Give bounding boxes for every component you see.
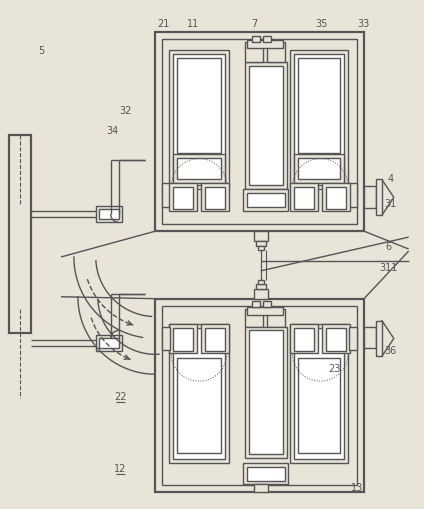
Bar: [294, 328, 314, 352]
Bar: [205, 328, 225, 352]
Bar: [349, 327, 357, 351]
Bar: [177, 359, 221, 453]
Bar: [254, 289, 268, 299]
Bar: [96, 207, 122, 223]
Bar: [249, 331, 282, 454]
Bar: [252, 301, 259, 307]
Bar: [243, 190, 288, 212]
Text: 4: 4: [388, 173, 394, 183]
Bar: [169, 51, 229, 190]
Bar: [99, 339, 119, 349]
Bar: [256, 284, 266, 289]
Text: 36: 36: [385, 346, 397, 356]
Bar: [294, 188, 314, 210]
Bar: [326, 188, 346, 210]
Text: 21: 21: [157, 18, 170, 29]
Bar: [252, 37, 259, 43]
Bar: [294, 55, 344, 186]
Bar: [326, 328, 346, 352]
Bar: [162, 306, 357, 486]
Bar: [247, 467, 285, 480]
Bar: [267, 309, 285, 327]
Text: 33: 33: [357, 18, 369, 29]
Bar: [249, 67, 282, 186]
Bar: [243, 463, 288, 485]
Text: 31: 31: [385, 199, 397, 209]
Bar: [162, 327, 170, 351]
Text: 13: 13: [351, 483, 363, 493]
Bar: [298, 158, 340, 180]
Bar: [245, 63, 287, 190]
Text: 12: 12: [114, 463, 127, 473]
Bar: [245, 309, 262, 327]
Bar: [294, 328, 344, 459]
Bar: [245, 327, 287, 458]
Text: 5: 5: [38, 46, 44, 56]
Bar: [290, 324, 348, 463]
Bar: [173, 154, 225, 184]
Bar: [169, 184, 197, 212]
Bar: [294, 154, 344, 184]
Bar: [169, 324, 229, 463]
Bar: [205, 188, 225, 210]
Bar: [349, 184, 357, 208]
Text: 35: 35: [315, 18, 327, 29]
Bar: [162, 40, 357, 225]
Bar: [258, 246, 264, 250]
Text: 6: 6: [386, 242, 392, 251]
Text: 23: 23: [328, 363, 340, 374]
Bar: [290, 51, 348, 190]
Bar: [201, 184, 229, 212]
Bar: [290, 184, 318, 212]
Bar: [245, 43, 262, 63]
Bar: [155, 34, 364, 232]
Bar: [177, 158, 221, 180]
Text: 311: 311: [379, 263, 398, 272]
Text: 11: 11: [187, 18, 199, 29]
Text: 7: 7: [251, 18, 258, 29]
Text: 22: 22: [114, 391, 127, 401]
Bar: [247, 194, 285, 208]
Bar: [173, 328, 225, 459]
Bar: [173, 328, 193, 352]
Bar: [254, 232, 268, 242]
Bar: [169, 324, 197, 354]
Bar: [364, 327, 376, 349]
Bar: [96, 336, 122, 352]
Bar: [298, 59, 340, 153]
Bar: [376, 321, 382, 357]
Bar: [364, 187, 376, 209]
Bar: [247, 307, 282, 315]
Bar: [262, 37, 271, 43]
Bar: [298, 359, 340, 453]
Bar: [173, 188, 193, 210]
Text: 34: 34: [106, 126, 119, 135]
Bar: [173, 55, 225, 186]
Bar: [247, 41, 282, 49]
Bar: [254, 485, 268, 493]
Bar: [262, 301, 271, 307]
Bar: [267, 43, 285, 63]
Bar: [9, 135, 31, 334]
Bar: [256, 242, 266, 246]
Bar: [162, 184, 170, 208]
Bar: [290, 324, 318, 354]
Text: 32: 32: [120, 106, 132, 116]
Bar: [258, 280, 264, 284]
Bar: [201, 324, 229, 354]
Bar: [155, 299, 364, 493]
Bar: [322, 324, 350, 354]
Bar: [376, 180, 382, 216]
Bar: [322, 184, 350, 212]
Bar: [177, 59, 221, 153]
Bar: [99, 210, 119, 220]
